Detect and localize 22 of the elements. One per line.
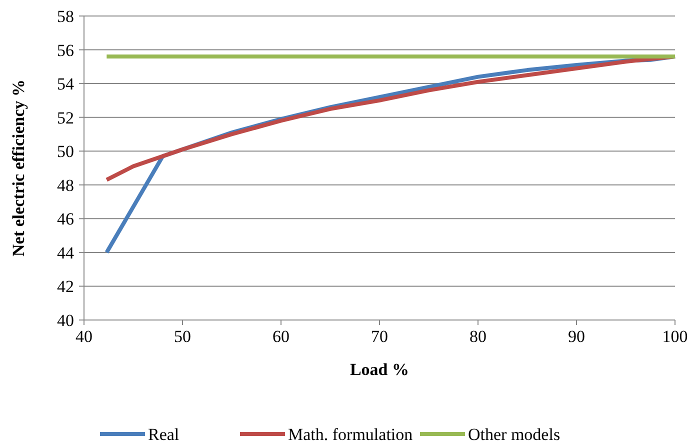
x-tick-label: 60 <box>272 327 290 346</box>
y-tick-label: 40 <box>57 311 74 330</box>
x-tick-label: 50 <box>174 327 191 346</box>
x-tick-label: 40 <box>76 327 92 346</box>
y-tick-label: 58 <box>57 7 74 26</box>
y-tick-label: 52 <box>57 108 74 128</box>
y-tick-label: 54 <box>57 74 74 94</box>
y-axis-title: Net electric efficiency % <box>9 80 28 256</box>
legend-label: Other models <box>468 425 560 444</box>
y-tick-label: 42 <box>57 277 74 296</box>
y-tick-label: 56 <box>57 40 74 60</box>
x-tick-label: 90 <box>568 327 585 346</box>
x-tick-label: 100 <box>662 327 688 346</box>
x-tick-label: 80 <box>470 327 486 346</box>
y-tick-label: 48 <box>57 176 74 195</box>
x-tick-label: 70 <box>371 327 388 346</box>
y-tick-label: 44 <box>57 243 74 262</box>
legend-label: Real <box>148 425 180 444</box>
y-tick-label: 50 <box>57 142 74 162</box>
x-axis-title: Load % <box>350 360 410 379</box>
legend-label: Math. formulation <box>288 425 414 444</box>
y-tick-label: 46 <box>57 210 74 229</box>
